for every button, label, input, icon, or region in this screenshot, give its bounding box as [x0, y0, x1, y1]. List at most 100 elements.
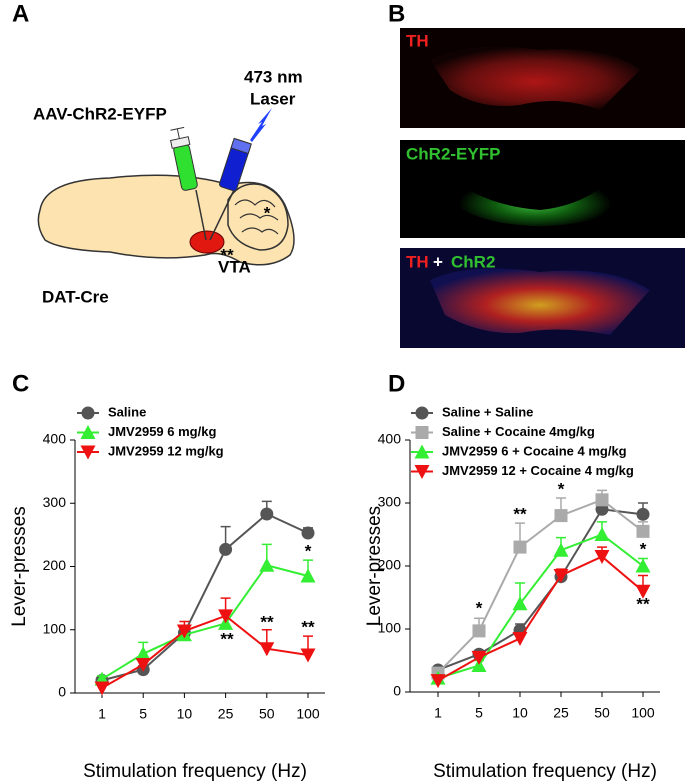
significance: * [558, 479, 565, 498]
series-line [437, 498, 644, 674]
series-line [101, 614, 309, 689]
y-tick-label: 100 [43, 620, 67, 636]
brain-diagram [37, 108, 295, 266]
significance: ** [301, 617, 315, 636]
marker [300, 568, 316, 583]
x-tick-label: 1 [434, 705, 442, 721]
x-axis-title: Stimulation frequency (Hz) [83, 761, 307, 782]
marker [554, 509, 568, 523]
marker [636, 524, 650, 538]
legend-label: Saline [108, 404, 146, 419]
y-axis-title: Lever-presses [9, 506, 30, 626]
x-tick-label: 10 [177, 706, 193, 722]
y-tick-label: 300 [43, 494, 67, 510]
legend-label: Saline + Saline [442, 404, 533, 419]
marker [415, 426, 429, 439]
panel-label: D [388, 370, 405, 397]
y-tick-label: 200 [378, 557, 402, 573]
legend-label: JMV2959 12 + Cocaine 4 mg/kg [442, 463, 634, 478]
stain [450, 170, 620, 227]
marker [414, 444, 430, 459]
legend-label: JMV2959 6 mg/kg [108, 424, 216, 439]
marker [594, 550, 610, 565]
legend-label: Saline + Cocaine 4mg/kg [442, 424, 595, 439]
x-tick-label: 1 [98, 706, 106, 722]
marker [301, 526, 315, 540]
marker [512, 596, 528, 611]
y-tick-label: 300 [378, 494, 402, 510]
marker [80, 425, 96, 439]
legend-label: JMV2959 6 + Cocaine 4 mg/kg [442, 443, 627, 458]
x-tick-label: 10 [512, 705, 528, 721]
marker [135, 658, 151, 673]
significance: ** [260, 612, 274, 631]
marker [135, 646, 151, 661]
marker [594, 527, 610, 541]
y-tick-label: 100 [378, 620, 402, 636]
marker [471, 650, 487, 665]
marker [80, 445, 96, 460]
mouse-label: DAT-Cre [42, 287, 109, 306]
marker [472, 624, 486, 638]
x-tick-label: 100 [631, 705, 655, 721]
stain-label: ChR2 [451, 252, 495, 271]
panel-label: B [388, 0, 405, 27]
significance: ** [220, 629, 234, 648]
marker [430, 674, 446, 689]
stain-label: + [433, 252, 443, 271]
y-tick-label: 0 [393, 683, 401, 699]
series-line [101, 512, 309, 682]
marker [513, 540, 527, 554]
significance: * [476, 598, 483, 617]
significance: ** [220, 245, 234, 264]
y-tick-label: 0 [58, 684, 66, 700]
y-tick-label: 400 [378, 431, 402, 447]
marker [259, 557, 275, 572]
marker [81, 406, 95, 420]
laser-label: 473 nm [244, 67, 303, 86]
panel-label: C [12, 370, 29, 397]
marker [300, 648, 316, 663]
marker [176, 624, 192, 639]
x-tick-label: 25 [218, 706, 234, 722]
y-tick-label: 200 [43, 557, 67, 573]
x-axis-title: Stimulation frequency (Hz) [433, 761, 657, 782]
stain-label: TH [406, 252, 429, 271]
stain [430, 268, 650, 335]
target-label: VTA [218, 257, 251, 276]
y-tick-label: 400 [43, 431, 67, 447]
laser-label: Laser [250, 89, 296, 108]
x-tick-label: 5 [139, 706, 147, 722]
series-line [437, 508, 644, 671]
marker [218, 609, 234, 624]
series-line [437, 533, 644, 680]
marker [414, 465, 430, 479]
x-tick-label: 5 [475, 705, 483, 721]
significance: * [640, 539, 647, 558]
x-tick-label: 50 [259, 706, 275, 722]
marker [94, 681, 110, 696]
significance: ** [636, 594, 650, 613]
x-tick-label: 25 [553, 705, 569, 721]
marker [553, 542, 569, 557]
injection-label: AAV-ChR2-EYFP [33, 104, 167, 123]
significance: * [305, 541, 312, 560]
significance: ** [513, 504, 527, 523]
marker [415, 406, 429, 420]
x-tick-label: 100 [296, 706, 320, 722]
panel-label: A [12, 0, 29, 27]
marker [471, 658, 487, 673]
marker [636, 507, 650, 521]
marker [635, 558, 651, 573]
marker [512, 631, 528, 646]
marker [553, 568, 569, 583]
stain-label: ChR2-EYFP [406, 144, 500, 163]
y-axis-title: Lever-presses [364, 506, 385, 626]
series-line [101, 564, 309, 680]
series-line [437, 555, 644, 682]
marker [219, 542, 233, 556]
marker [595, 493, 609, 507]
marker [259, 642, 275, 657]
stain [430, 46, 640, 110]
